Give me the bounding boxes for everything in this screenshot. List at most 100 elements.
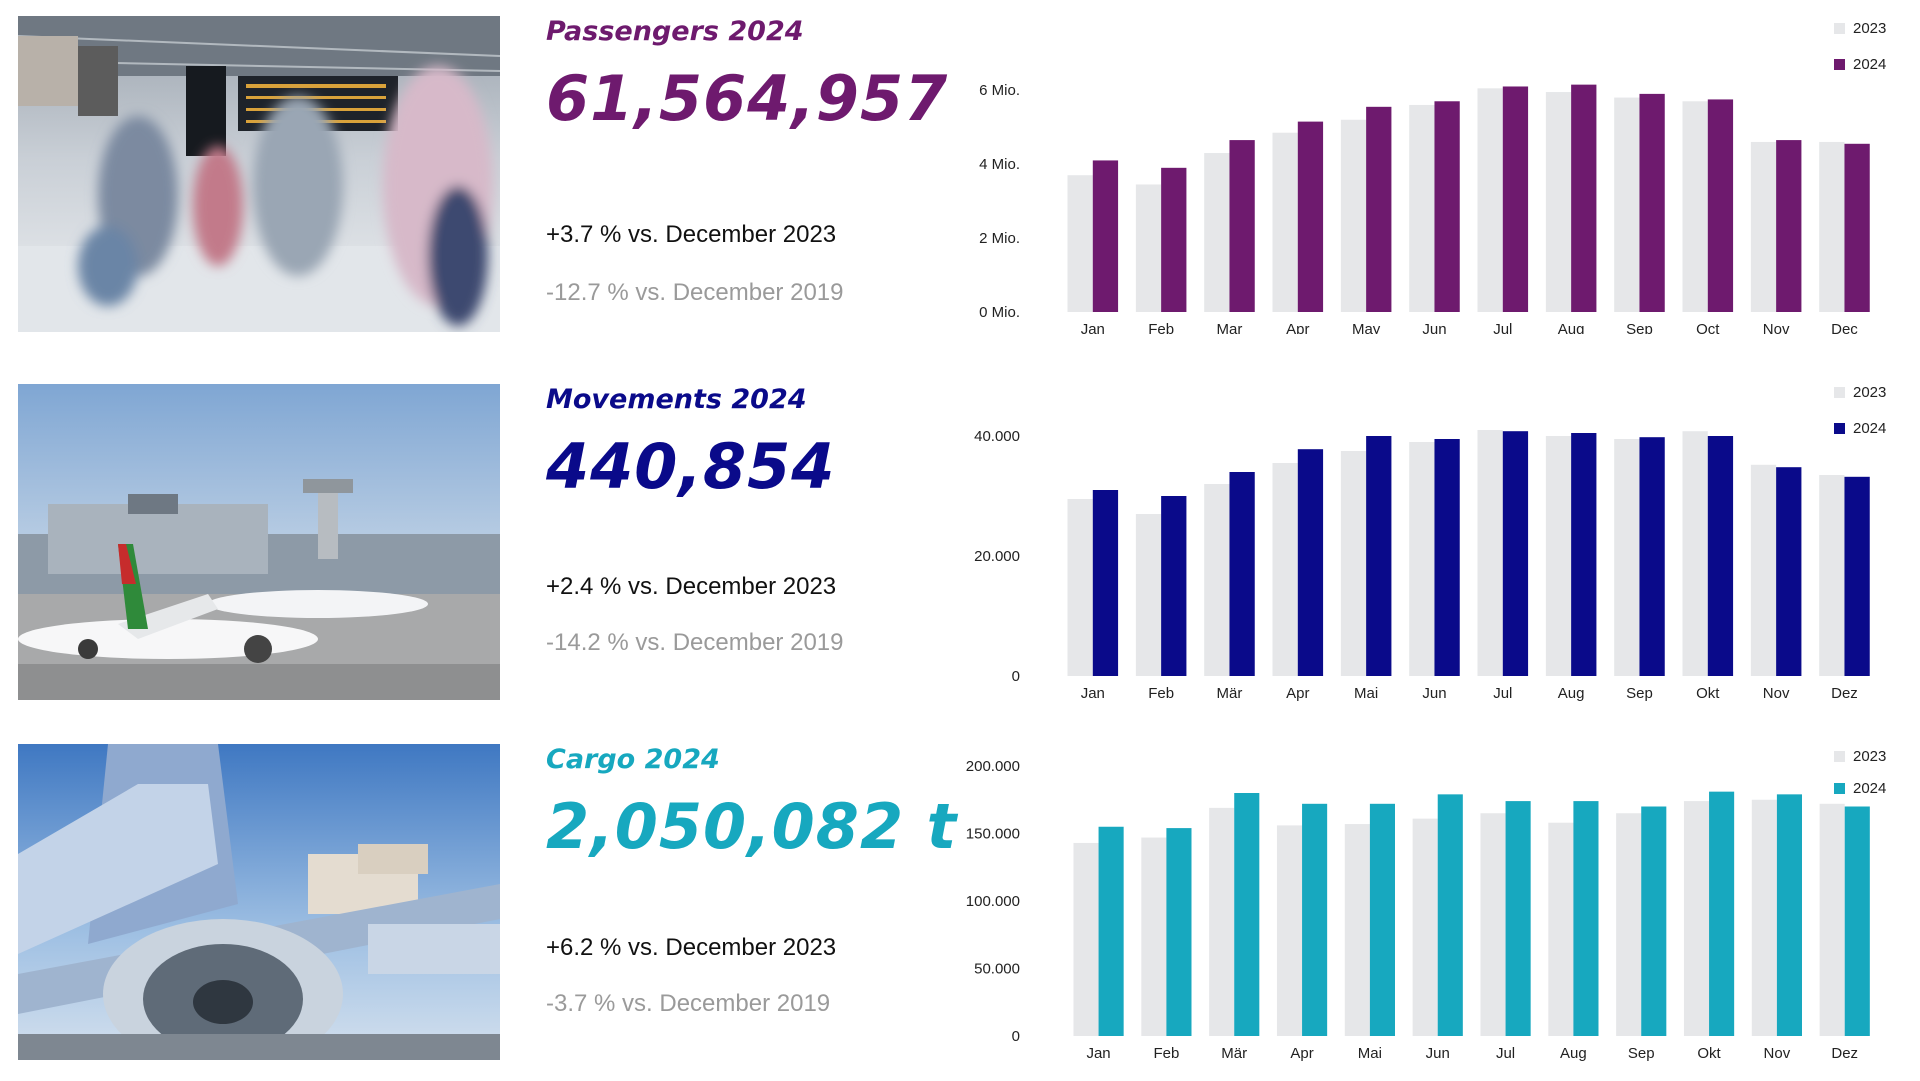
legend-swatch [1834,751,1845,762]
section-title: Passengers 2024 [546,16,804,47]
bar-2024 [1161,496,1187,676]
bar-2024 [1573,801,1599,1036]
bar-2024 [1844,143,1870,312]
bar-2024 [1369,803,1395,1036]
bar-2024 [1297,449,1324,676]
x-tick-label: Mär [1217,685,1243,702]
bar-2024 [1161,167,1187,312]
bar-2024 [1776,140,1802,312]
bar-2024 [1437,794,1463,1036]
bar-2023 [1340,119,1367,313]
x-tick-label: Dec [1831,321,1858,334]
x-tick-label: Jan [1086,1045,1110,1062]
cargo-chart: 0 50.000 100.000 150.000 200.000 Jan Feb Mär Apr… [960,744,1910,1062]
x-tick-label: Mai [1354,685,1378,702]
bar-2024 [1166,828,1192,1036]
passengers-section: Passengers 2024 61,564,957 +3.7 % vs. De… [0,16,1920,334]
y-tick-label: 150.000 [966,826,1020,843]
bar-2023 [1545,92,1572,312]
x-tick-label: Sep [1628,1045,1655,1062]
bar-2024 [1229,140,1255,312]
bar-2023 [1750,141,1777,312]
y-tick-label: 4 Mio. [979,156,1020,173]
x-tick-label: Apr [1290,1045,1313,1062]
bar-2023 [1682,101,1708,312]
y-tick-label: 100.000 [966,893,1020,910]
bar-2024 [1302,803,1328,1036]
legend-item-2024: 2024 [1834,780,1886,797]
bar-2023 [1409,104,1435,312]
y-tick-label: 20.000 [974,548,1020,565]
bar-2023 [1276,825,1303,1036]
total-value: 2,050,082 t [546,790,958,863]
bar-2024 [1709,791,1735,1036]
bar-2023 [1683,801,1710,1036]
change-vs-previous-year: +6.2 % vs. December 2023 [546,934,837,961]
bar-2024 [1092,160,1119,312]
y-tick-label: 0 [1012,1028,1020,1045]
x-tick-label: Jan [1081,685,1105,702]
chart-legend: 2023 2024 [1834,20,1904,80]
legend-swatch [1834,23,1845,34]
chart-legend: 2023 2024 [1834,748,1904,808]
change-vs-previous-year: +2.4 % vs. December 2023 [546,573,837,600]
legend-item-2024: 2024 [1834,420,1886,437]
legend-label: 2023 [1853,384,1887,401]
bar-2023 [1750,464,1777,676]
bar-2023 [1073,842,1099,1036]
bar-2023 [1272,463,1298,676]
x-tick-label: Aug [1558,685,1585,702]
legend-item-2023: 2023 [1834,748,1886,765]
legend-label: 2023 [1853,20,1887,37]
bar-2024 [1366,106,1392,313]
x-tick-label: Jun [1422,321,1446,334]
bar-2023 [1204,484,1230,676]
bar-2024 [1505,801,1531,1036]
x-tick-label: Feb [1148,685,1174,702]
legend-swatch [1834,59,1845,70]
bar-2023 [1204,153,1230,312]
passengers-bar-chart: 0 Mio. 2 Mio. 4 Mio. 6 Mio. Jan Feb Mar Apr May J… [979,82,1870,334]
x-tick-label: Apr [1286,321,1309,334]
bar-2024 [1639,437,1665,676]
y-tick-label: 40.000 [974,428,1020,445]
cargo-aircraft-photo [18,744,500,1060]
bar-2024 [1234,793,1260,1036]
bar-2023 [1477,88,1503,312]
bar-2024 [1434,439,1460,676]
cargo-bar-chart: 0 50.000 100.000 150.000 200.000 Jan Feb Mär Apr… [966,758,1870,1062]
y-tick-label: 2 Mio. [979,230,1020,247]
bar-2023 [1614,439,1640,676]
bar-2024 [1707,436,1734,676]
chart-legend: 2023 2024 [1834,384,1904,444]
y-tick-label: 200.000 [966,758,1020,775]
bar-2023 [1135,184,1162,312]
passengers-chart: 0 Mio. 2 Mio. 4 Mio. 6 Mio. Jan Feb Mar Apr May J… [960,16,1910,334]
x-tick-label: Nov [1763,321,1790,334]
bar-2023 [1067,175,1093,312]
x-tick-label: Sep [1626,685,1653,702]
total-value: 61,564,957 [546,62,949,135]
x-tick-label: Jul [1496,1045,1515,1062]
bar-2023 [1209,807,1235,1036]
x-tick-label: Okt [1697,1045,1721,1062]
x-tick-label: Oct [1696,321,1720,334]
bar-2023 [1819,141,1845,312]
legend-item-2024: 2024 [1834,56,1886,73]
x-tick-label: Nov [1763,685,1790,702]
bar-2023 [1614,97,1640,312]
legend-swatch [1834,423,1845,434]
bar-2024 [1297,121,1324,312]
bar-2023 [1682,431,1708,676]
bar-2023 [1412,818,1438,1036]
bar-2023 [1819,475,1845,676]
x-tick-label: Nov [1764,1045,1791,1062]
bar-2024 [1776,467,1802,676]
x-tick-label: Mai [1358,1045,1382,1062]
airport-apron-photo [18,384,500,700]
section-title: Cargo 2024 [546,744,720,775]
airport-terminal-photo [18,16,500,332]
bar-2023 [1344,824,1370,1036]
bar-2024 [1571,84,1597,313]
x-tick-label: Jul [1493,321,1512,334]
